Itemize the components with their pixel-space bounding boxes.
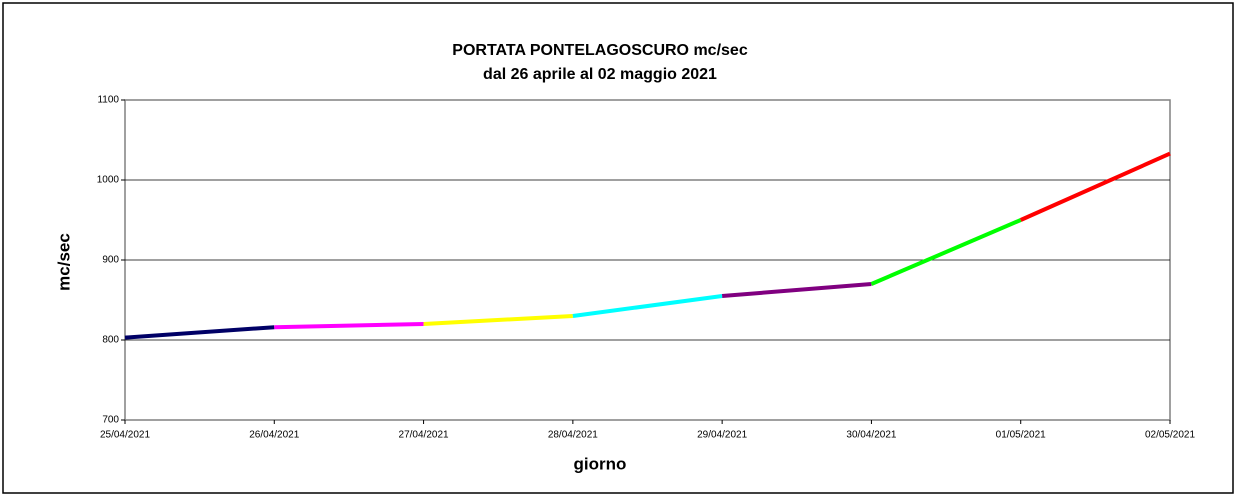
x-tick-label: 30/04/2021 — [846, 430, 896, 441]
line-segment — [423, 314, 573, 326]
line-segment — [572, 294, 723, 318]
x-tick-label: 01/05/2021 — [996, 430, 1046, 441]
line-segment — [124, 325, 275, 340]
y-tick-label: 1100 — [97, 95, 119, 106]
x-tick-label: 26/04/2021 — [249, 430, 299, 441]
line-segment — [721, 282, 872, 298]
y-tick-label: 1000 — [97, 175, 120, 186]
y-tick-label: 800 — [102, 335, 119, 346]
y-axis-label: mc/sec — [54, 233, 73, 291]
y-tick-label: 900 — [102, 255, 119, 266]
x-axis-label: giorno — [574, 454, 627, 473]
chart-subtitle: dal 26 aprile al 02 maggio 2021 — [483, 66, 717, 83]
line-segment — [870, 218, 1022, 286]
x-tick-label: 28/04/2021 — [548, 430, 598, 441]
x-tick-label: 27/04/2021 — [399, 430, 449, 441]
x-tick-label: 29/04/2021 — [697, 430, 747, 441]
line-segment — [274, 322, 424, 330]
x-tick-label: 02/05/2021 — [1145, 430, 1195, 441]
y-tick-label: 700 — [102, 415, 119, 426]
chart-title: PORTATA PONTELAGOSCURO mc/sec — [452, 42, 748, 59]
x-tick-label: 25/04/2021 — [100, 430, 150, 441]
line-segment — [1019, 151, 1171, 222]
